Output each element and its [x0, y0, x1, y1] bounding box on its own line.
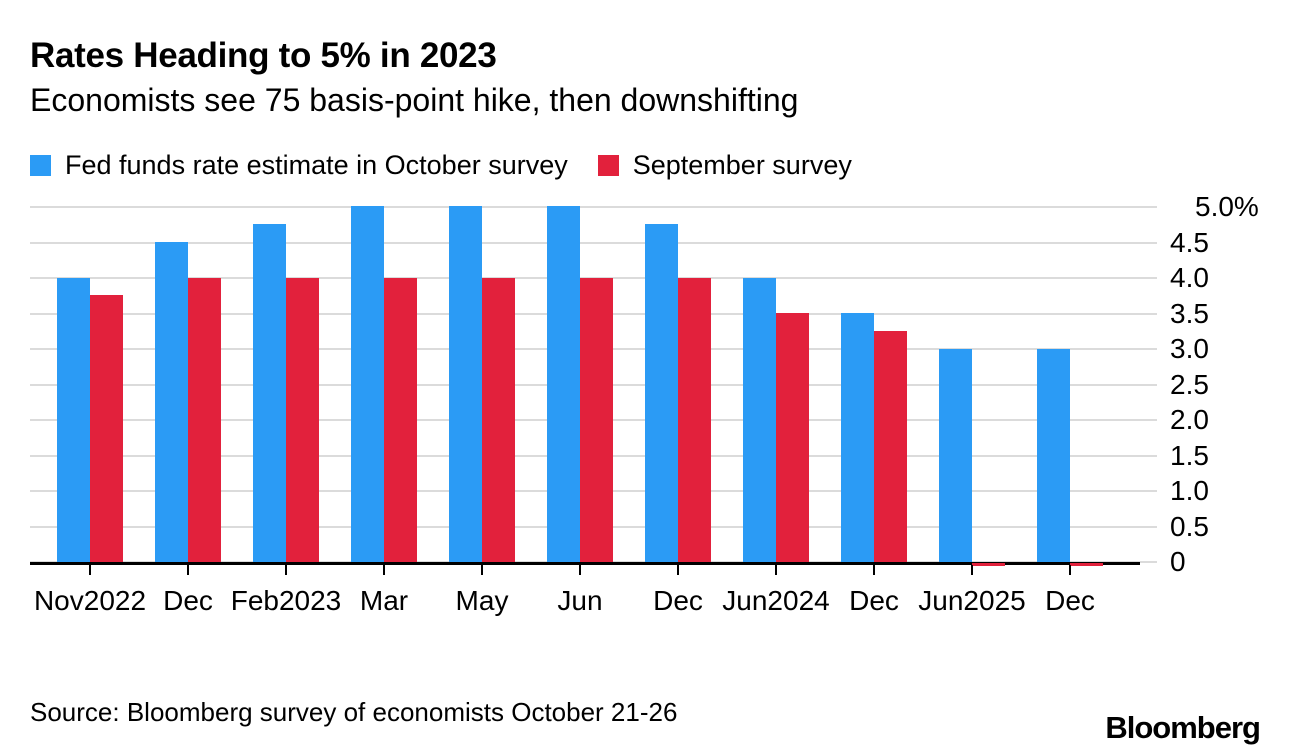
x-axis-tick [481, 565, 483, 575]
x-axis-line [30, 562, 1140, 565]
chart-legend: Fed funds rate estimate in October surve… [30, 150, 852, 181]
x-axis-tick [285, 565, 287, 575]
x-axis-label: Dec [1045, 585, 1095, 616]
september-series-swatch-icon [597, 155, 619, 176]
bar-october [155, 242, 188, 562]
x-axis-label: Mar [359, 585, 409, 616]
x-axis-year-label: 2025 [963, 585, 1026, 616]
y-axis-label: 4.5 [1170, 227, 1209, 258]
x-axis-label: May [455, 585, 509, 616]
bar-october [547, 206, 580, 562]
gridline [30, 241, 1157, 244]
bar-october [841, 313, 874, 562]
y-axis-label: 2.5 [1170, 369, 1209, 400]
bar-september [286, 278, 319, 562]
x-axis-tick [873, 565, 875, 575]
gridline [30, 206, 1157, 208]
bar-october [57, 278, 90, 562]
y-axis-label: 1.0 [1170, 475, 1209, 506]
bar-september [580, 278, 613, 562]
x-axis-tick [971, 565, 973, 575]
bar-october [253, 224, 286, 562]
bar-october [939, 349, 972, 562]
bar-september [90, 295, 123, 562]
bar-september-near-zero [1070, 563, 1103, 566]
y-axis-label: 5.0% [1195, 191, 1259, 222]
bar-september [384, 278, 417, 562]
bar-september [874, 331, 907, 562]
chart-subtitle: Economists see 75 basis-point hike, then… [30, 82, 799, 118]
source-note: Source: Bloomberg survey of economists O… [30, 697, 678, 727]
x-axis-tick [187, 565, 189, 575]
chart-title: Rates Heading to 5% in 2023 [30, 36, 497, 75]
x-axis-label: Dec [163, 585, 213, 616]
legend-item-september: September survey [597, 150, 852, 181]
x-axis-tick [775, 565, 777, 575]
y-axis-label: 0 [1170, 546, 1186, 577]
x-axis-tick [579, 565, 581, 575]
x-axis-label: Jun2024 [722, 585, 830, 616]
x-axis-label: Jun2025 [918, 585, 1026, 616]
bar-september [678, 278, 711, 562]
x-axis-label: Dec [653, 585, 703, 616]
y-axis-label: 0.5 [1170, 511, 1209, 542]
legend-label-september: September survey [632, 150, 852, 180]
x-axis-tick [1069, 565, 1071, 575]
bar-september [188, 278, 221, 562]
y-axis-label: 1.5 [1170, 440, 1209, 471]
x-axis-year-label: 2024 [767, 585, 830, 616]
x-axis-year-label: 2022 [83, 585, 147, 616]
legend-label-october: Fed funds rate estimate in October surve… [65, 150, 568, 180]
x-axis-label: Nov2022 [33, 585, 147, 616]
bar-september [776, 313, 809, 562]
x-axis-tick [383, 565, 385, 575]
bar-october [743, 278, 776, 562]
y-axis-label: 2.0 [1170, 404, 1209, 435]
bloomberg-logo: Bloomberg [1105, 710, 1261, 745]
y-axis-label: 4.0 [1170, 262, 1209, 293]
x-axis-year-label: 2023 [278, 585, 342, 616]
bar-october [351, 206, 384, 562]
bar-october [1037, 349, 1070, 562]
legend-item-october: Fed funds rate estimate in October surve… [30, 150, 568, 181]
bar-october [449, 206, 482, 562]
y-axis-label: 3.0 [1170, 333, 1209, 364]
x-axis-label: Dec [849, 585, 899, 616]
bar-september-near-zero [972, 563, 1005, 566]
bar-october [645, 224, 678, 562]
y-axis-label: 3.5 [1170, 298, 1209, 329]
bar-september [482, 278, 515, 562]
x-axis-label: Feb2023 [230, 585, 342, 616]
x-axis-label: Jun [557, 585, 603, 616]
x-axis-tick [89, 565, 91, 575]
x-axis-tick [677, 565, 679, 575]
october-series-swatch-icon [30, 155, 51, 176]
